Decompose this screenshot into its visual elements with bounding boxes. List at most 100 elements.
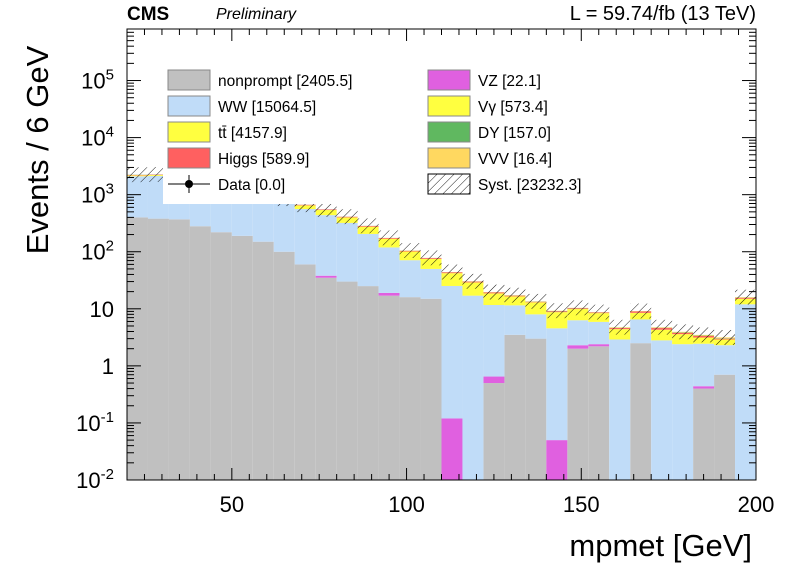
legend-label-Data: Data [0.0] xyxy=(218,177,285,194)
x-tick-label: 100 xyxy=(388,492,425,517)
bar-nonprompt-12 xyxy=(378,295,400,480)
legend-swatch-WW xyxy=(167,95,211,117)
legend-label-ttbar: tt̄ [4157.9] xyxy=(218,125,287,142)
syst-band-9 xyxy=(315,201,337,217)
lumi-label: L = 59.74/fb (13 TeV) xyxy=(569,3,756,25)
syst-band-14 xyxy=(420,250,442,266)
bar-WW-19 xyxy=(525,314,547,339)
syst-band-21 xyxy=(567,300,589,316)
legend-entry-ttbar: tt̄ [4157.9] xyxy=(167,121,287,143)
bar-nonprompt-2 xyxy=(168,219,190,480)
syst-band-28 xyxy=(714,329,736,345)
legend-entry-nonprompt: nonprompt [2405.5] xyxy=(167,69,352,91)
bar-VZ-9 xyxy=(315,275,337,278)
bar-WW-16 xyxy=(462,295,484,480)
y-tick-label: 105 xyxy=(81,67,114,94)
syst-band-29 xyxy=(735,289,756,305)
experiment-label: CMS xyxy=(127,4,170,25)
bar-nonprompt-17 xyxy=(483,383,505,480)
y-tick-label: 1 xyxy=(102,354,114,379)
legend-entry-VZ: VZ [22.1] xyxy=(427,69,541,91)
legend-label-WW: WW [15064.5] xyxy=(218,99,316,116)
legend-swatch-nonprompt xyxy=(167,69,211,91)
x-axis-label: mpmet [GeV] xyxy=(569,528,752,563)
legend-label-Vgamma: Vγ [573.4] xyxy=(478,99,548,116)
legend-swatch-VZ xyxy=(427,69,471,91)
legend-entry-Vgamma: Vγ [573.4] xyxy=(427,95,548,117)
y-axis: 10-2 10-1 1 10 102 103 104 105 xyxy=(76,28,756,493)
bar-WW-21 xyxy=(567,320,589,346)
bar-WW-24 xyxy=(630,319,652,344)
y-tick-label: 103 xyxy=(81,181,114,208)
bar-nonprompt-14 xyxy=(420,298,442,480)
bar-VZ-12 xyxy=(378,292,400,296)
syst-band-20 xyxy=(546,303,568,319)
syst-band-0 xyxy=(127,167,148,183)
syst-band-24 xyxy=(630,303,652,319)
legend-swatch-VVV xyxy=(427,147,471,169)
legend-entry-Data: Data [0.0] xyxy=(168,175,285,194)
syst-band-17 xyxy=(483,284,505,300)
bar-nonprompt-18 xyxy=(504,334,526,480)
bar-WW-29 xyxy=(735,304,756,480)
bar-VZ-15 xyxy=(441,418,463,480)
legend-entry-Higgs: Higgs [589.9] xyxy=(167,147,309,169)
legend-entry-Syst: Syst. [23232.3] xyxy=(427,173,581,195)
legend-swatch-ttbar xyxy=(167,121,211,143)
bar-nonprompt-19 xyxy=(525,338,547,480)
syst-band-16 xyxy=(462,273,484,289)
bar-WW-28 xyxy=(714,345,736,375)
bar-WW-6 xyxy=(252,195,274,242)
syst-band-10 xyxy=(336,209,358,225)
bar-WW-7 xyxy=(273,201,295,252)
bar-WW-25 xyxy=(651,340,673,480)
legend-data-marker xyxy=(185,180,193,188)
bar-WW-13 xyxy=(399,260,421,298)
bar-nonprompt-22 xyxy=(588,346,610,480)
bar-WW-10 xyxy=(336,222,358,282)
syst-band-27 xyxy=(693,327,715,343)
bar-WW-8 xyxy=(294,209,316,265)
bar-WW-23 xyxy=(609,339,631,480)
bar-WW-11 xyxy=(357,233,379,287)
legend-swatch-DY xyxy=(427,121,471,143)
syst-band-23 xyxy=(609,319,631,335)
bar-VZ-20 xyxy=(546,440,568,480)
legend: nonprompt [2405.5] VZ [22.1] WW [15064.5] V… xyxy=(163,62,612,204)
x-axis: 50 100 150 200 xyxy=(126,29,774,517)
bar-nonprompt-28 xyxy=(714,374,736,480)
bar-WW-27 xyxy=(693,343,715,387)
legend-label-DY: DY [157.0] xyxy=(478,125,551,142)
series-VZ xyxy=(315,275,715,480)
bar-VZ-17 xyxy=(483,376,505,384)
bar-Vgamma-25 xyxy=(651,329,673,341)
legend-label-VVV: VVV [16.4] xyxy=(478,151,552,168)
bar-nonprompt-21 xyxy=(567,348,589,480)
syst-band-12 xyxy=(378,230,400,246)
y-tick-label: 10-2 xyxy=(76,466,114,493)
y-tick-label: 10 xyxy=(90,297,114,322)
syst-band-11 xyxy=(357,218,379,234)
legend-background xyxy=(163,62,612,204)
syst-band-18 xyxy=(504,287,526,303)
bar-nonprompt-8 xyxy=(294,264,316,480)
legend-swatch-Vgamma xyxy=(427,95,471,117)
syst-band-25 xyxy=(651,319,673,335)
bar-nonprompt-9 xyxy=(315,277,337,480)
series-nonprompt xyxy=(127,217,736,480)
x-tick-label: 150 xyxy=(563,492,600,517)
bar-VZ-27 xyxy=(693,386,715,389)
y-tick-label: 10-1 xyxy=(76,409,114,436)
legend-swatch-Higgs xyxy=(167,147,211,169)
y-tick-label: 104 xyxy=(81,124,114,151)
legend-label-nonprompt: nonprompt [2405.5] xyxy=(218,73,352,90)
bar-WW-14 xyxy=(420,268,442,299)
bar-nonprompt-11 xyxy=(357,286,379,480)
syst-band-26 xyxy=(672,324,694,340)
legend-label-Higgs: Higgs [589.9] xyxy=(218,151,309,168)
histogram-stacks xyxy=(127,174,756,480)
bar-WW-26 xyxy=(672,344,694,480)
bar-nonprompt-10 xyxy=(336,281,358,480)
bar-WW-22 xyxy=(588,321,610,345)
